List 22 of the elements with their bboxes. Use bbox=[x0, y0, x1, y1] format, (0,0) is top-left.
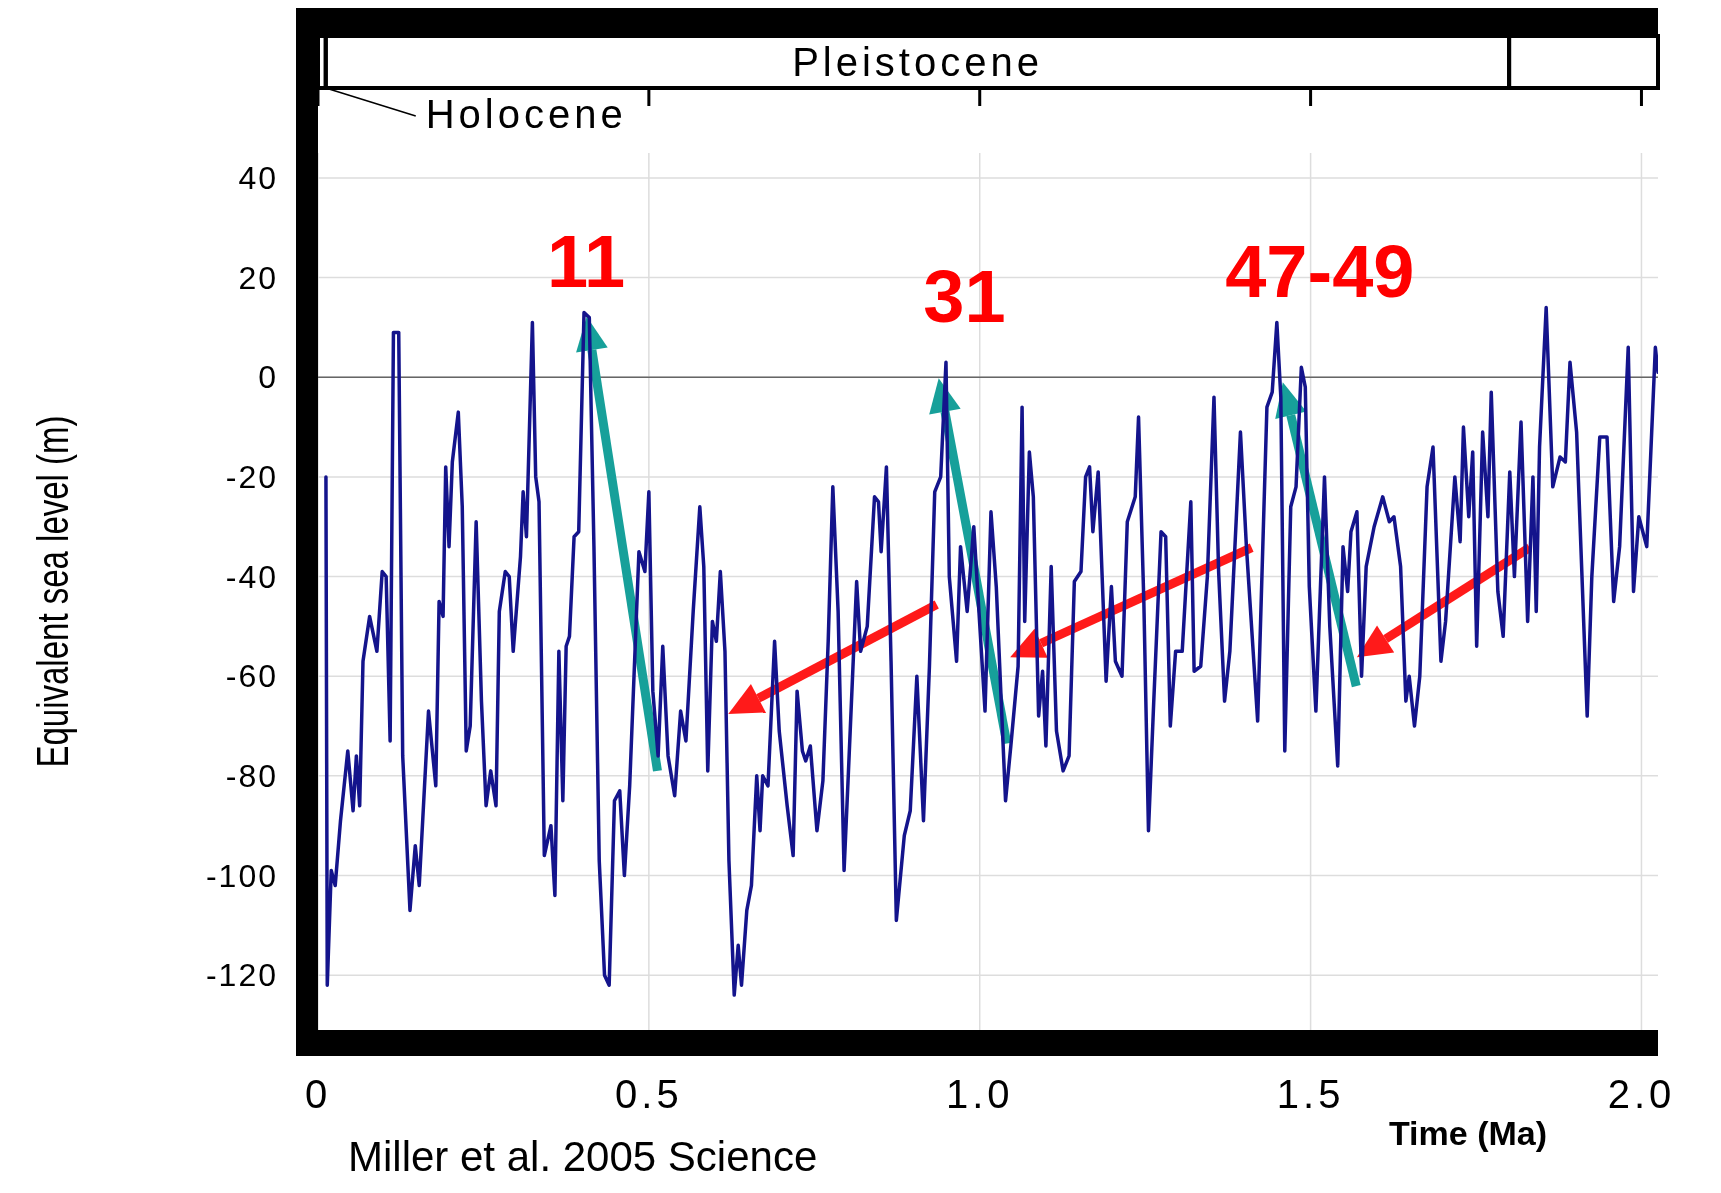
y-tick-label: 40 bbox=[238, 159, 278, 196]
y-tick-label: -100 bbox=[205, 857, 278, 894]
y-axis-title: Equivalent sea level (m) bbox=[28, 415, 78, 768]
text: Pleistocene bbox=[792, 40, 1043, 84]
annotation: 11 bbox=[546, 220, 626, 304]
x-tick-label: 0 bbox=[304, 1072, 332, 1116]
y-tick-label: -60 bbox=[225, 658, 278, 695]
x-tick-label: 0.5 bbox=[615, 1072, 683, 1116]
x-tick-label: 2.0 bbox=[1607, 1072, 1676, 1116]
annotation: 31 bbox=[923, 255, 1006, 339]
y-tick-label: -40 bbox=[225, 558, 278, 595]
y-tick-label: 0 bbox=[258, 359, 278, 396]
annotation: 47-49 bbox=[1225, 230, 1415, 314]
y-tick-label: -80 bbox=[225, 757, 278, 794]
x-tick-label: 1.5 bbox=[1276, 1072, 1345, 1116]
text: Miller et al. 2005 Science bbox=[348, 1133, 818, 1180]
x-tick-label: 1.0 bbox=[945, 1072, 1014, 1116]
y-tick-label: -20 bbox=[225, 458, 278, 495]
y-tick-label: 20 bbox=[238, 259, 278, 296]
x-axis-title: Time (Ma) bbox=[1388, 1114, 1548, 1152]
y-tick-label: -120 bbox=[205, 957, 278, 994]
text: Holocene bbox=[425, 92, 627, 136]
